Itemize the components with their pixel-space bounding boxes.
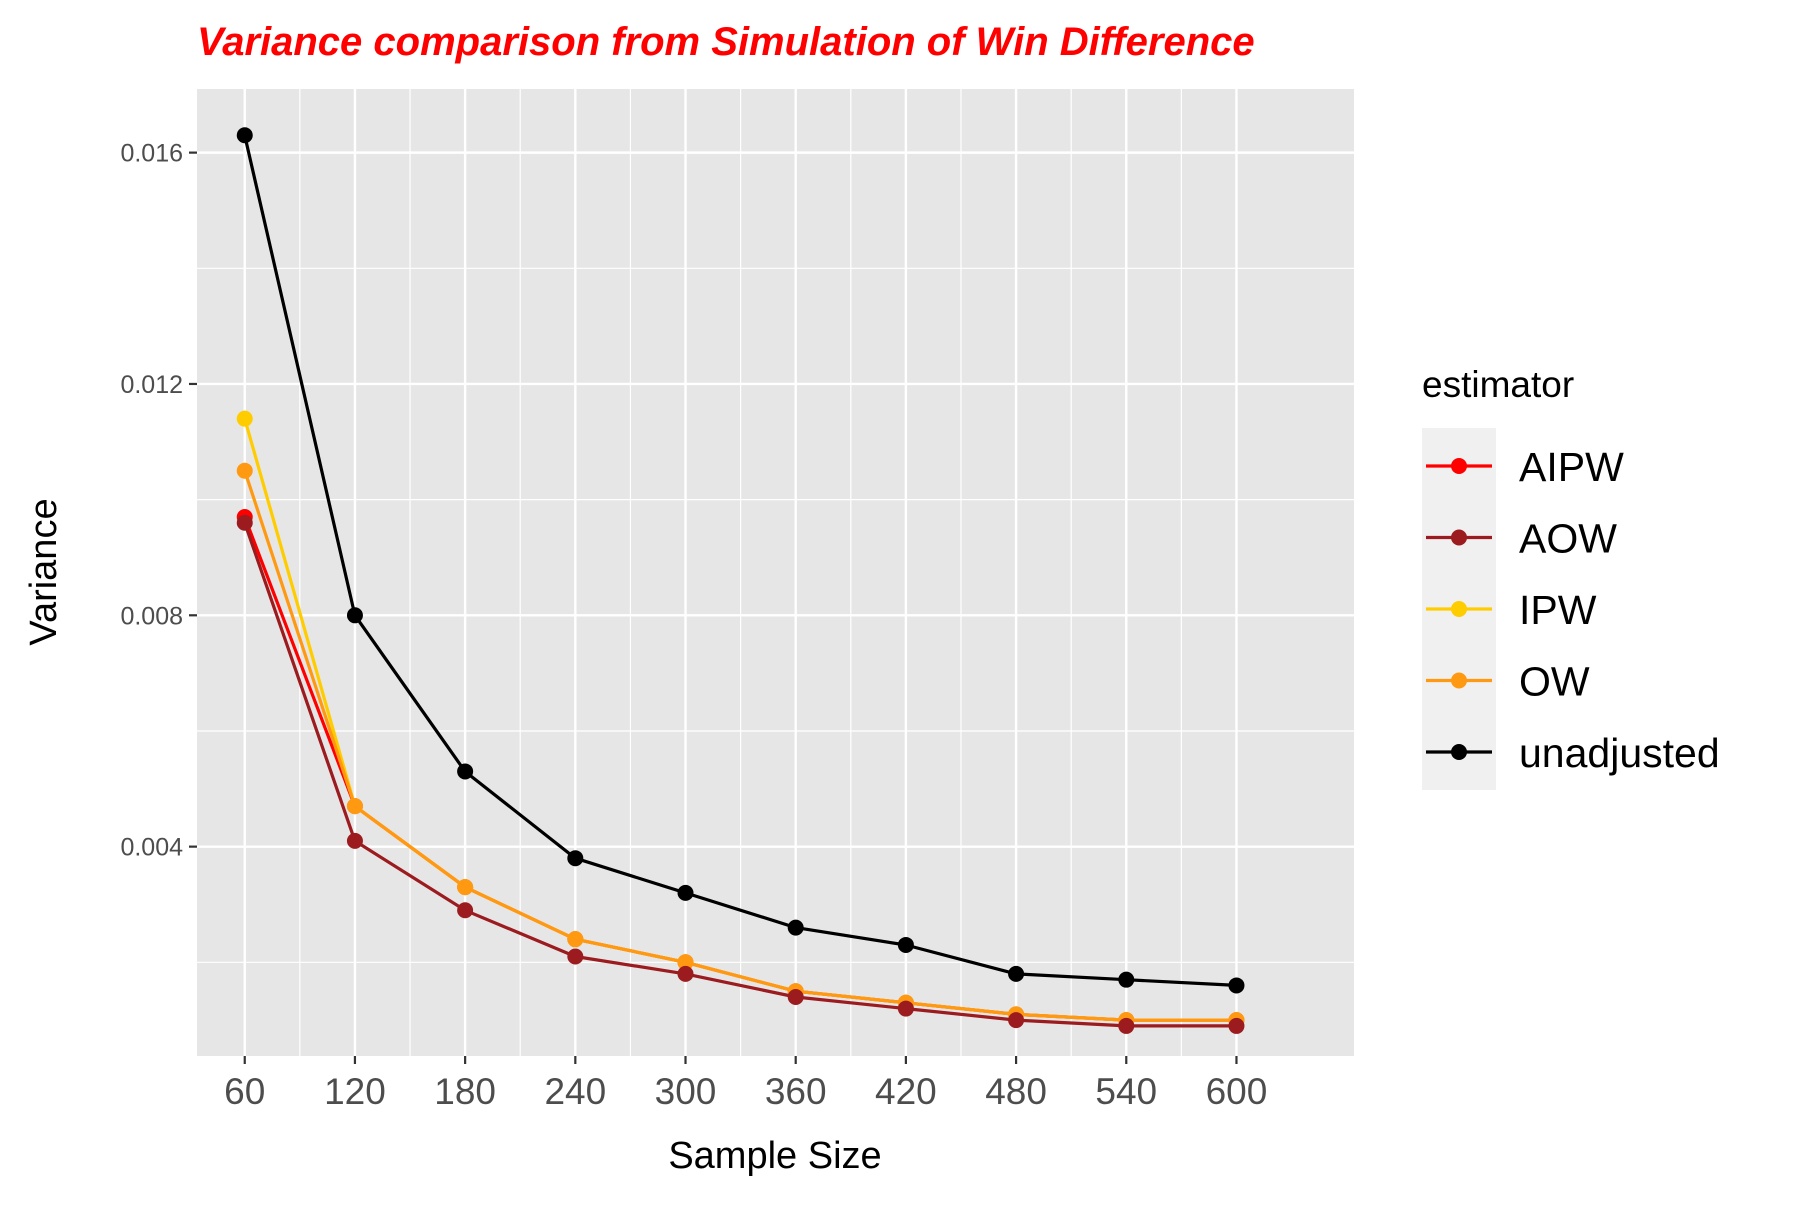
data-point-aow (897, 1000, 914, 1017)
series-line-aow (243, 522, 1237, 1028)
data-point-aow (1228, 1017, 1245, 1034)
y-tick-label: 0.008 (120, 602, 183, 630)
x-axis: 60 120 180 240 300 360 420 480 540 600 (224, 1056, 1267, 1112)
data-point-aow (1008, 1012, 1025, 1029)
series-unadjusted (236, 127, 1245, 994)
series-line-unadjusted (243, 134, 1237, 987)
data-point-ow (346, 798, 363, 815)
legend-label: AOW (1519, 516, 1617, 562)
data-point-unadjusted (346, 607, 363, 624)
data-point-unadjusted (787, 919, 804, 936)
series-line-ow (243, 470, 1237, 1022)
legend-item-ipw: IPW (1426, 587, 1597, 633)
data-point-unadjusted (1228, 977, 1245, 994)
data-point-aow (787, 989, 804, 1006)
data-point-ipw (236, 410, 253, 427)
legend-label: IPW (1519, 587, 1597, 633)
legend-label: unadjusted (1519, 730, 1720, 776)
x-tick-label: 120 (324, 1071, 386, 1112)
legend-item-aipw: AIPW (1426, 444, 1624, 490)
data-point-aow (567, 948, 584, 965)
legend-item-aow: AOW (1426, 516, 1617, 562)
series-aow (236, 514, 1245, 1034)
legend-label: OW (1519, 659, 1590, 705)
legend-item-unadjusted: unadjusted (1426, 730, 1720, 776)
y-tick-label: 0.012 (120, 371, 183, 399)
data-point-aow (677, 965, 694, 982)
y-tick-label: 0.016 (120, 140, 183, 168)
data-point-ow (457, 879, 474, 896)
data-point-unadjusted (677, 884, 694, 901)
data-point-unadjusted (1008, 965, 1025, 982)
legend-key-point (1451, 672, 1467, 689)
x-tick-label: 600 (1206, 1071, 1268, 1112)
chart-title: Variance comparison from Simulation of W… (197, 20, 1255, 64)
data-point-unadjusted (567, 850, 584, 867)
data-point-unadjusted (236, 127, 253, 144)
grid-minor (197, 89, 1354, 1056)
legend-items: AIPW AOW IPW OW unadjusted (1426, 444, 1720, 776)
x-tick-label: 480 (985, 1071, 1047, 1112)
data-point-ow (236, 462, 253, 479)
series-ow (236, 462, 1245, 1029)
data-point-aow (457, 902, 474, 919)
data-point-aow (1118, 1017, 1135, 1034)
data-point-unadjusted (1118, 971, 1135, 988)
legend-key-point (1451, 458, 1467, 474)
x-tick-label: 60 (224, 1071, 265, 1112)
data-point-unadjusted (897, 936, 914, 953)
grid-major (197, 89, 1354, 1056)
data-point-aow (236, 514, 253, 531)
x-tick-label: 540 (1095, 1071, 1157, 1112)
plot-panel (197, 89, 1354, 1056)
legend-item-ow: OW (1426, 659, 1590, 705)
y-axis-label: Variance (23, 498, 65, 645)
x-tick-label: 240 (544, 1071, 606, 1112)
y-axis: 0.004 0.008 0.012 0.016 (120, 140, 197, 862)
legend-key-point (1451, 529, 1467, 546)
data-point-ow (567, 931, 584, 948)
series-layer (236, 127, 1245, 1034)
y-tick-label: 0.004 (120, 834, 183, 862)
x-tick-label: 360 (765, 1071, 827, 1112)
data-point-aow (346, 832, 363, 849)
legend-title: estimator (1422, 364, 1574, 405)
legend-key-point (1451, 744, 1467, 760)
x-tick-label: 300 (655, 1071, 717, 1112)
legend-key-point (1451, 601, 1467, 617)
data-point-unadjusted (457, 763, 474, 780)
x-axis-label: Sample Size (668, 1135, 881, 1177)
x-tick-label: 180 (434, 1071, 496, 1112)
legend: estimator AIPW AOW IPW OW unadjusted (1422, 364, 1720, 790)
x-tick-label: 420 (875, 1071, 937, 1112)
data-point-ow (677, 954, 694, 971)
legend-label: AIPW (1519, 444, 1624, 490)
